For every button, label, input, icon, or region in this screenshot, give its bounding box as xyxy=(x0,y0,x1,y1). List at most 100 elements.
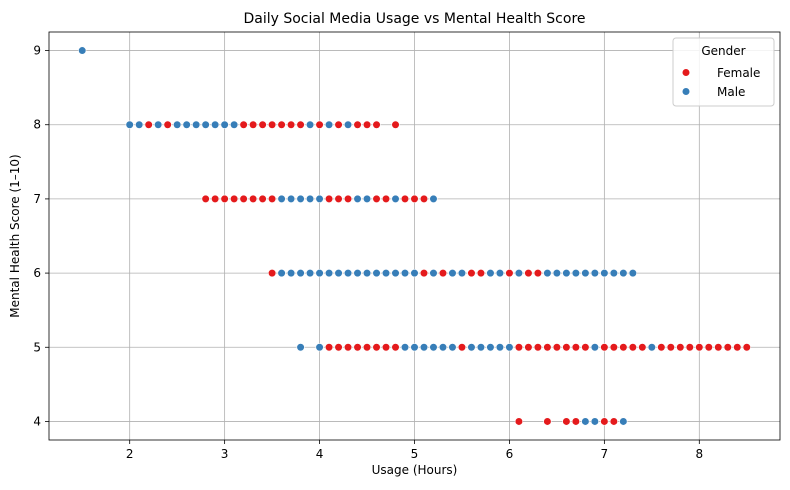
data-point-female xyxy=(581,343,590,352)
data-point-male xyxy=(343,120,353,129)
data-point-male xyxy=(495,343,505,352)
data-point-male xyxy=(600,268,609,278)
axis-ticks: 2 3 4 5 6 7 8 4 5 6 7 8 9 xyxy=(33,44,703,461)
data-point-female xyxy=(267,194,277,204)
y-tick-label: 6 xyxy=(33,266,41,280)
data-point-male xyxy=(211,120,220,129)
data-point-male xyxy=(277,268,286,278)
data-point-male xyxy=(486,268,495,278)
data-point-male xyxy=(201,120,210,129)
data-point-female xyxy=(562,343,571,352)
data-point-female xyxy=(324,194,334,204)
data-point-female xyxy=(685,343,694,352)
x-tick-label: 5 xyxy=(411,447,419,461)
data-point-male xyxy=(381,268,391,278)
data-point-male xyxy=(609,268,618,278)
y-tick-label: 4 xyxy=(33,414,41,428)
data-point-male xyxy=(429,194,438,204)
data-point-female xyxy=(201,194,210,204)
data-point-female xyxy=(438,268,448,278)
data-point-male xyxy=(286,268,296,278)
data-point-female xyxy=(372,343,381,352)
data-point-male xyxy=(220,120,229,129)
data-point-male xyxy=(372,268,381,278)
data-point-male xyxy=(438,343,448,352)
data-point-male xyxy=(476,343,486,352)
data-point-female xyxy=(381,194,391,204)
data-point-male xyxy=(391,268,400,278)
data-point-female xyxy=(562,417,571,426)
data-point-female xyxy=(410,194,419,204)
data-point-female xyxy=(239,194,248,204)
data-point-female xyxy=(258,194,267,204)
data-points xyxy=(78,46,751,426)
data-point-male xyxy=(457,268,467,278)
data-point-male xyxy=(514,268,524,278)
x-axis-label: Usage (Hours) xyxy=(372,463,458,477)
data-point-male xyxy=(486,343,495,352)
data-point-male xyxy=(182,120,191,129)
data-point-female xyxy=(249,194,258,204)
data-point-male xyxy=(315,268,324,278)
data-point-male xyxy=(571,268,580,278)
data-point-male xyxy=(400,268,410,278)
data-point-male xyxy=(619,268,628,278)
data-point-female xyxy=(600,417,609,426)
data-point-female xyxy=(258,120,267,129)
data-point-female xyxy=(514,343,524,352)
data-point-female xyxy=(723,343,732,352)
data-point-female xyxy=(742,343,751,352)
x-tick-label: 7 xyxy=(601,447,609,461)
data-point-female xyxy=(457,343,467,352)
data-point-female xyxy=(476,268,486,278)
data-point-male xyxy=(419,343,429,352)
data-point-female xyxy=(144,120,153,129)
data-point-female xyxy=(362,120,372,129)
data-point-male xyxy=(628,268,637,278)
data-point-male xyxy=(391,194,400,204)
data-point-male xyxy=(353,194,362,204)
data-point-female xyxy=(419,194,429,204)
legend: Gender Female Male xyxy=(672,37,775,107)
data-point-female xyxy=(676,343,685,352)
y-axis-label: Mental Health Score (1–10) xyxy=(8,154,22,317)
data-point-female xyxy=(286,120,296,129)
data-point-female xyxy=(638,343,647,352)
data-point-male xyxy=(410,343,419,352)
data-point-female xyxy=(524,343,533,352)
data-point-male xyxy=(315,194,324,204)
data-point-male xyxy=(647,343,656,352)
data-point-male xyxy=(277,194,286,204)
data-point-female xyxy=(220,194,229,204)
legend-title: Gender xyxy=(701,44,745,58)
data-point-female xyxy=(524,268,533,278)
data-point-male xyxy=(590,343,599,352)
data-point-female xyxy=(714,343,723,352)
data-point-male xyxy=(429,268,438,278)
data-point-female xyxy=(543,417,552,426)
x-tick-label: 6 xyxy=(506,447,514,461)
data-point-male xyxy=(296,343,305,352)
data-point-female xyxy=(267,120,277,129)
data-point-female xyxy=(657,343,666,352)
data-point-female xyxy=(619,343,628,352)
data-point-female xyxy=(391,120,400,129)
data-point-male xyxy=(315,343,324,352)
data-point-male xyxy=(581,268,590,278)
data-point-female xyxy=(249,120,258,129)
data-point-female xyxy=(163,120,172,129)
data-point-female xyxy=(419,268,429,278)
data-point-female xyxy=(533,343,543,352)
data-point-male xyxy=(410,268,419,278)
data-point-female xyxy=(334,120,343,129)
data-point-female xyxy=(391,343,400,352)
data-point-male xyxy=(324,120,334,129)
data-point-female xyxy=(533,268,543,278)
data-point-female xyxy=(704,343,713,352)
data-point-male xyxy=(543,268,552,278)
data-point-male xyxy=(505,343,514,352)
data-point-female xyxy=(334,194,343,204)
data-point-male xyxy=(495,268,505,278)
